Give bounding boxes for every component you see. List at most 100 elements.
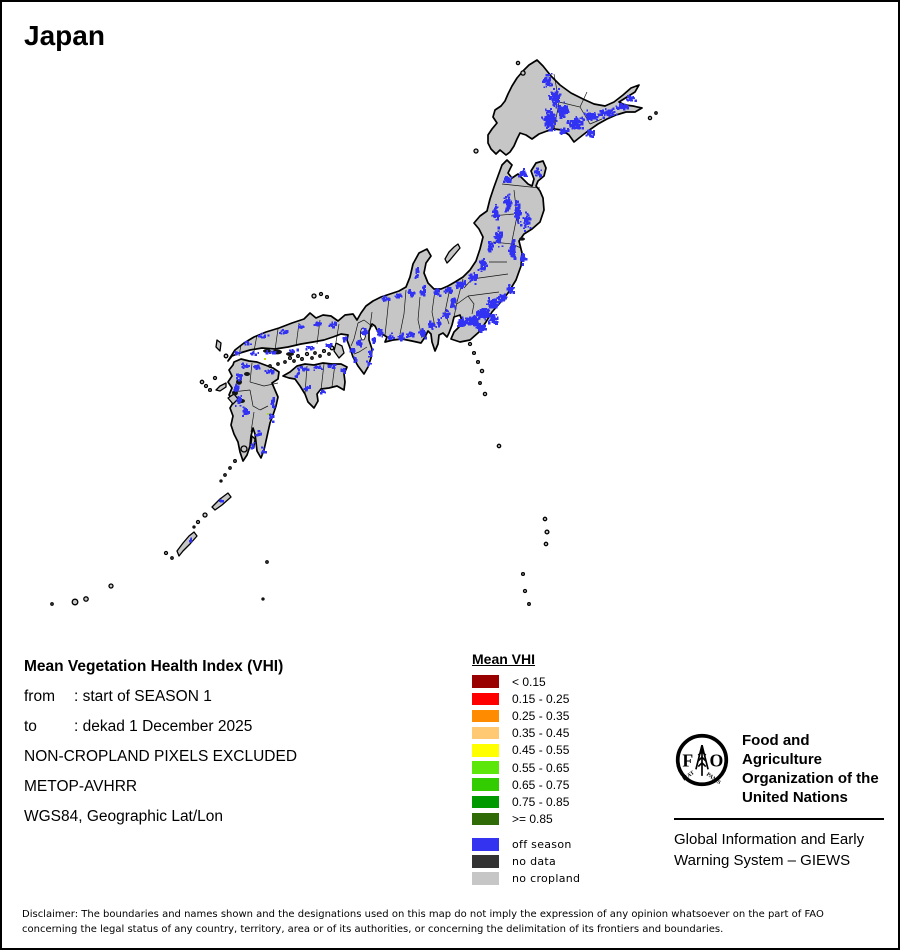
island-goto [203,383,209,389]
inland-sea-islet [287,355,293,361]
fao-name: Food and Agriculture Organization of the… [742,731,886,807]
inland-sea-islet [283,360,287,364]
giews-text: Global Information and Early Warning Sys… [674,829,886,871]
island-oki [318,291,324,297]
info-to-label: to [24,718,37,735]
fao-name-line: Organization of the [742,770,879,787]
island-izu-chain [482,391,488,397]
legend-row: no data [472,853,580,870]
legend-row: 0.35 - 0.45 [472,725,569,742]
disclaimer-line: Disclaimer: The boundaries and names sho… [22,909,824,920]
legend-swatch [472,761,499,774]
fao-logo-f: F [682,751,693,771]
info-line-projection: WGS84, Geographic Lat/Lon [24,808,224,825]
legend-swatch [472,812,499,826]
island-rebun [515,60,521,66]
legend-row: off season [472,836,580,853]
island-kerama [170,556,174,560]
legend-swatch [472,855,499,868]
inland-sea-islet [321,348,327,354]
island-iriomote [71,598,79,606]
legend-title: Mean VHI [472,651,536,667]
island-honshu [227,159,547,375]
giews-line: Warning System – GIEWS [674,852,851,869]
fao-logo-icon: F O FIAT PANIS [675,733,729,787]
island-yoron [192,525,196,529]
legend-swatch [472,675,499,688]
inland-sea-islet [296,354,300,358]
island-yonaguni [50,602,54,606]
fao-divider [674,818,884,820]
giews-line: Global Information and Early [674,831,865,848]
island-goto [199,379,205,385]
inland-sea-islet [318,354,322,358]
island-miyako [108,583,114,589]
island-tsushima [215,339,222,352]
legend-label: no data [512,855,557,868]
legend: Mean VHI < 0.15 0.15 - 0.25 0.25 - 0.35 … [472,651,569,828]
island-goto [207,387,213,393]
island-izu-chain [479,368,485,374]
fao-name-line: United Nations [742,789,848,806]
legend-label: 0.35 - 0.45 [512,726,570,741]
island-hirado [212,375,218,381]
legend-swatch [472,838,499,851]
island-izu-chain [467,341,473,347]
legend-swatch [472,795,499,809]
legend-row: < 0.15 [472,673,569,690]
island-kume [163,550,169,556]
island-yakushima [240,445,248,453]
island-izu-chain [478,381,482,385]
legend-row: 0.45 - 0.55 [472,742,569,759]
legend-row: no cropland [472,870,580,887]
legend-swatch [472,778,499,791]
island-tokara [233,459,237,463]
legend-label: off season [512,838,572,851]
info-line-sensor: METOP-AVHRR [24,778,138,795]
island-awaji [333,342,345,359]
inland-sea-islet [313,351,317,355]
island-okushiri [473,148,479,154]
island-daito [261,597,265,601]
legend-swatch [472,744,499,757]
inland-sea-islet [276,362,280,366]
island-rishiri [520,70,526,76]
island-ogasawara [542,516,548,522]
legend-row: 0.65 - 0.75 [472,776,569,793]
island-izu-chain [475,359,481,365]
legend-label: >= 0.85 [512,812,553,827]
legend-row: 0.15 - 0.25 [472,690,569,707]
inland-sea-islet [310,356,314,360]
info-to-value: : dekad 1 December 2025 [74,718,253,735]
map-info-block: Mean Vegetation Health Index (VHI) from … [24,652,297,832]
island-ogasawara [522,588,528,594]
island-tokara [219,479,223,483]
info-line-noncropland: NON-CROPLAND PIXELS EXCLUDED [24,748,298,765]
off-season-pixels [189,72,637,543]
island-iki [223,353,229,359]
legend-row: 0.25 - 0.35 [472,707,569,724]
island-tokara [223,473,227,477]
info-row-from: from : start of SEASON 1 [24,682,297,712]
page-title: Japan [24,20,105,51]
island-ogasawara [520,571,526,577]
fao-logo-o: O [709,751,723,771]
island-tokara [228,466,232,470]
island-oki [324,294,330,300]
legend-swatch [472,726,499,740]
legend-label: 0.25 - 0.35 [512,708,570,723]
island-daito [265,560,269,564]
inland-sea-islet [304,351,310,357]
legend-swatch [472,692,499,706]
legend-row: 0.55 - 0.65 [472,759,569,776]
island-sado [444,243,461,264]
legend-swatch [472,709,499,723]
legend-label: 0.65 - 0.75 [512,777,570,792]
legend-extra: off season no data no cropland [472,836,580,887]
info-heading: Mean Vegetation Health Index (VHI) [24,658,284,675]
legend-label: < 0.15 [512,674,546,689]
legend-label: 0.55 - 0.65 [512,760,570,775]
fao-block: F O FIAT PANIS Food and Agriculture Orga… [674,728,886,871]
fao-name-line: Food and Agriculture [742,732,823,768]
